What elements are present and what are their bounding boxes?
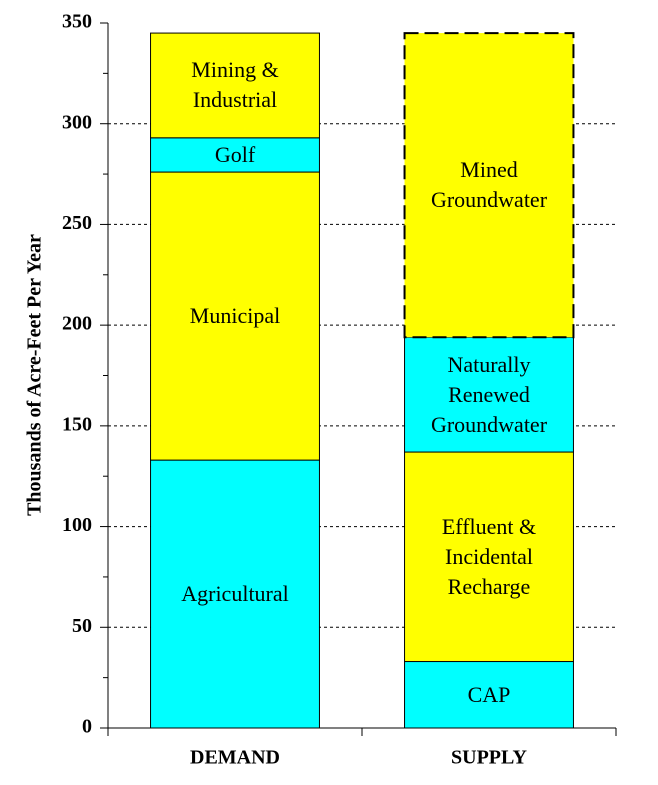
segment-label: Mining & Industrial (191, 57, 279, 113)
y-tick-label: 300 (62, 111, 92, 133)
bar-segment (150, 459, 320, 729)
segment-label: Effluent & Incidental Recharge (441, 513, 537, 599)
y-axis-label: Thousands of Acre-Feet Per Year (24, 234, 46, 516)
segment-label: Municipal (189, 303, 281, 329)
y-tick-label: 350 (62, 11, 92, 33)
y-tick-label: 0 (82, 716, 92, 738)
bar-segment (404, 661, 574, 729)
segment-label: Golf (214, 141, 256, 167)
y-tick-label: 100 (62, 514, 92, 536)
y-tick-label: 200 (62, 313, 92, 335)
bar-segment (150, 171, 320, 461)
segment-label: Agricultural (181, 581, 289, 607)
segment-label: Mined Groundwater (430, 157, 548, 213)
bar-segment (403, 32, 575, 339)
segment-label: CAP (467, 681, 511, 707)
segment-label: Naturally Renewed Groundwater (430, 351, 548, 437)
bar-segment (404, 451, 574, 663)
bar-segment (150, 32, 320, 139)
x-tick-label: SUPPLY (451, 747, 528, 769)
x-tick-label: DEMAND (190, 747, 280, 769)
y-tick-label: 150 (62, 413, 92, 435)
y-tick-label: 50 (72, 615, 92, 637)
bar-segment (404, 336, 574, 453)
y-tick-label: 250 (62, 212, 92, 234)
